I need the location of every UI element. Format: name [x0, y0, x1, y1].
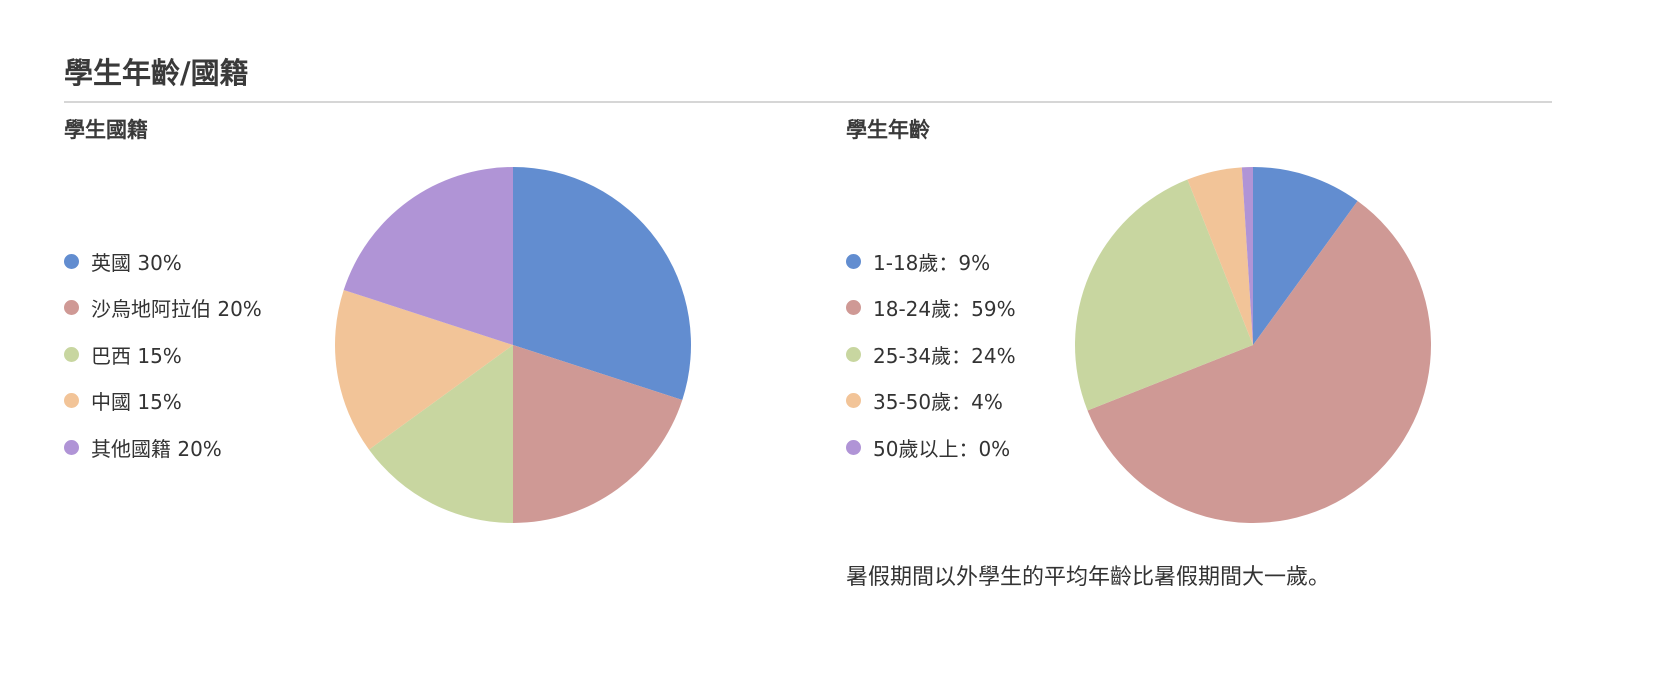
- legend-item: 1-18歲：9%: [846, 238, 1016, 285]
- legend-swatch: [846, 346, 861, 362]
- pie-slice: [1187, 167, 1253, 345]
- pie-slice: [335, 289, 513, 450]
- pie-slice: [1241, 167, 1253, 345]
- legend-swatch: [846, 253, 861, 269]
- legend-item: 沙烏地阿拉伯 20%: [64, 285, 262, 332]
- legend-item: 其他國籍 20%: [64, 424, 262, 471]
- legend-swatch: [64, 253, 79, 269]
- pie-slice: [513, 345, 683, 523]
- pie-slice: [343, 167, 513, 345]
- legend-label: 其他國籍 20%: [91, 436, 222, 461]
- chart-title-nationality: 學生國籍: [64, 118, 148, 142]
- legend-swatch: [64, 439, 79, 455]
- legend-label: 50歲以上：0%: [873, 436, 1011, 461]
- legend-label: 沙烏地阿拉伯 20%: [91, 297, 262, 322]
- legend-age: 1-18歲：9% 18-24歲：59% 25-34歲：24% 35-50歲：4% 50歲…: [846, 238, 1016, 471]
- divider: [64, 101, 1552, 103]
- legend-item: 中國 15%: [64, 378, 262, 425]
- pie-slice: [1087, 200, 1431, 523]
- legend-swatch: [846, 300, 861, 316]
- age-note: 暑假期間以外學生的平均年齡比暑假期間大一歲。: [846, 565, 1331, 590]
- pie-slice: [513, 167, 692, 401]
- legend-label: 中國 15%: [91, 390, 182, 415]
- legend-label: 18-24歲：59%: [873, 297, 1016, 322]
- legend-label: 巴西 15%: [91, 343, 182, 368]
- legend-swatch: [64, 346, 79, 362]
- legend-swatch: [64, 393, 79, 409]
- legend-label: 1-18歲：9%: [873, 250, 991, 275]
- pie-slice: [368, 345, 513, 523]
- pie-slice: [1075, 179, 1253, 411]
- legend-item: 35-50歲：4%: [846, 378, 1016, 425]
- chart-title-age: 學生年齡: [846, 118, 930, 142]
- legend-item: 50歲以上：0%: [846, 424, 1016, 471]
- legend-item: 18-24歲：59%: [846, 285, 1016, 332]
- legend-label: 35-50歲：4%: [873, 390, 1003, 415]
- legend-swatch: [846, 439, 861, 455]
- legend-item: 巴西 15%: [64, 331, 262, 378]
- legend-nationality: 英國 30% 沙烏地阿拉伯 20% 巴西 15% 中國 15% 其他國籍 20%: [64, 238, 262, 471]
- legend-swatch: [64, 300, 79, 316]
- pie-slice: [1253, 167, 1358, 345]
- legend-label: 25-34歲：24%: [873, 343, 1016, 368]
- legend-item: 25-34歲：24%: [846, 331, 1016, 378]
- legend-swatch: [846, 393, 861, 409]
- legend-label: 英國 30%: [91, 250, 182, 275]
- section-title: 學生年齡/國籍: [64, 56, 249, 90]
- legend-item: 英國 30%: [64, 238, 262, 285]
